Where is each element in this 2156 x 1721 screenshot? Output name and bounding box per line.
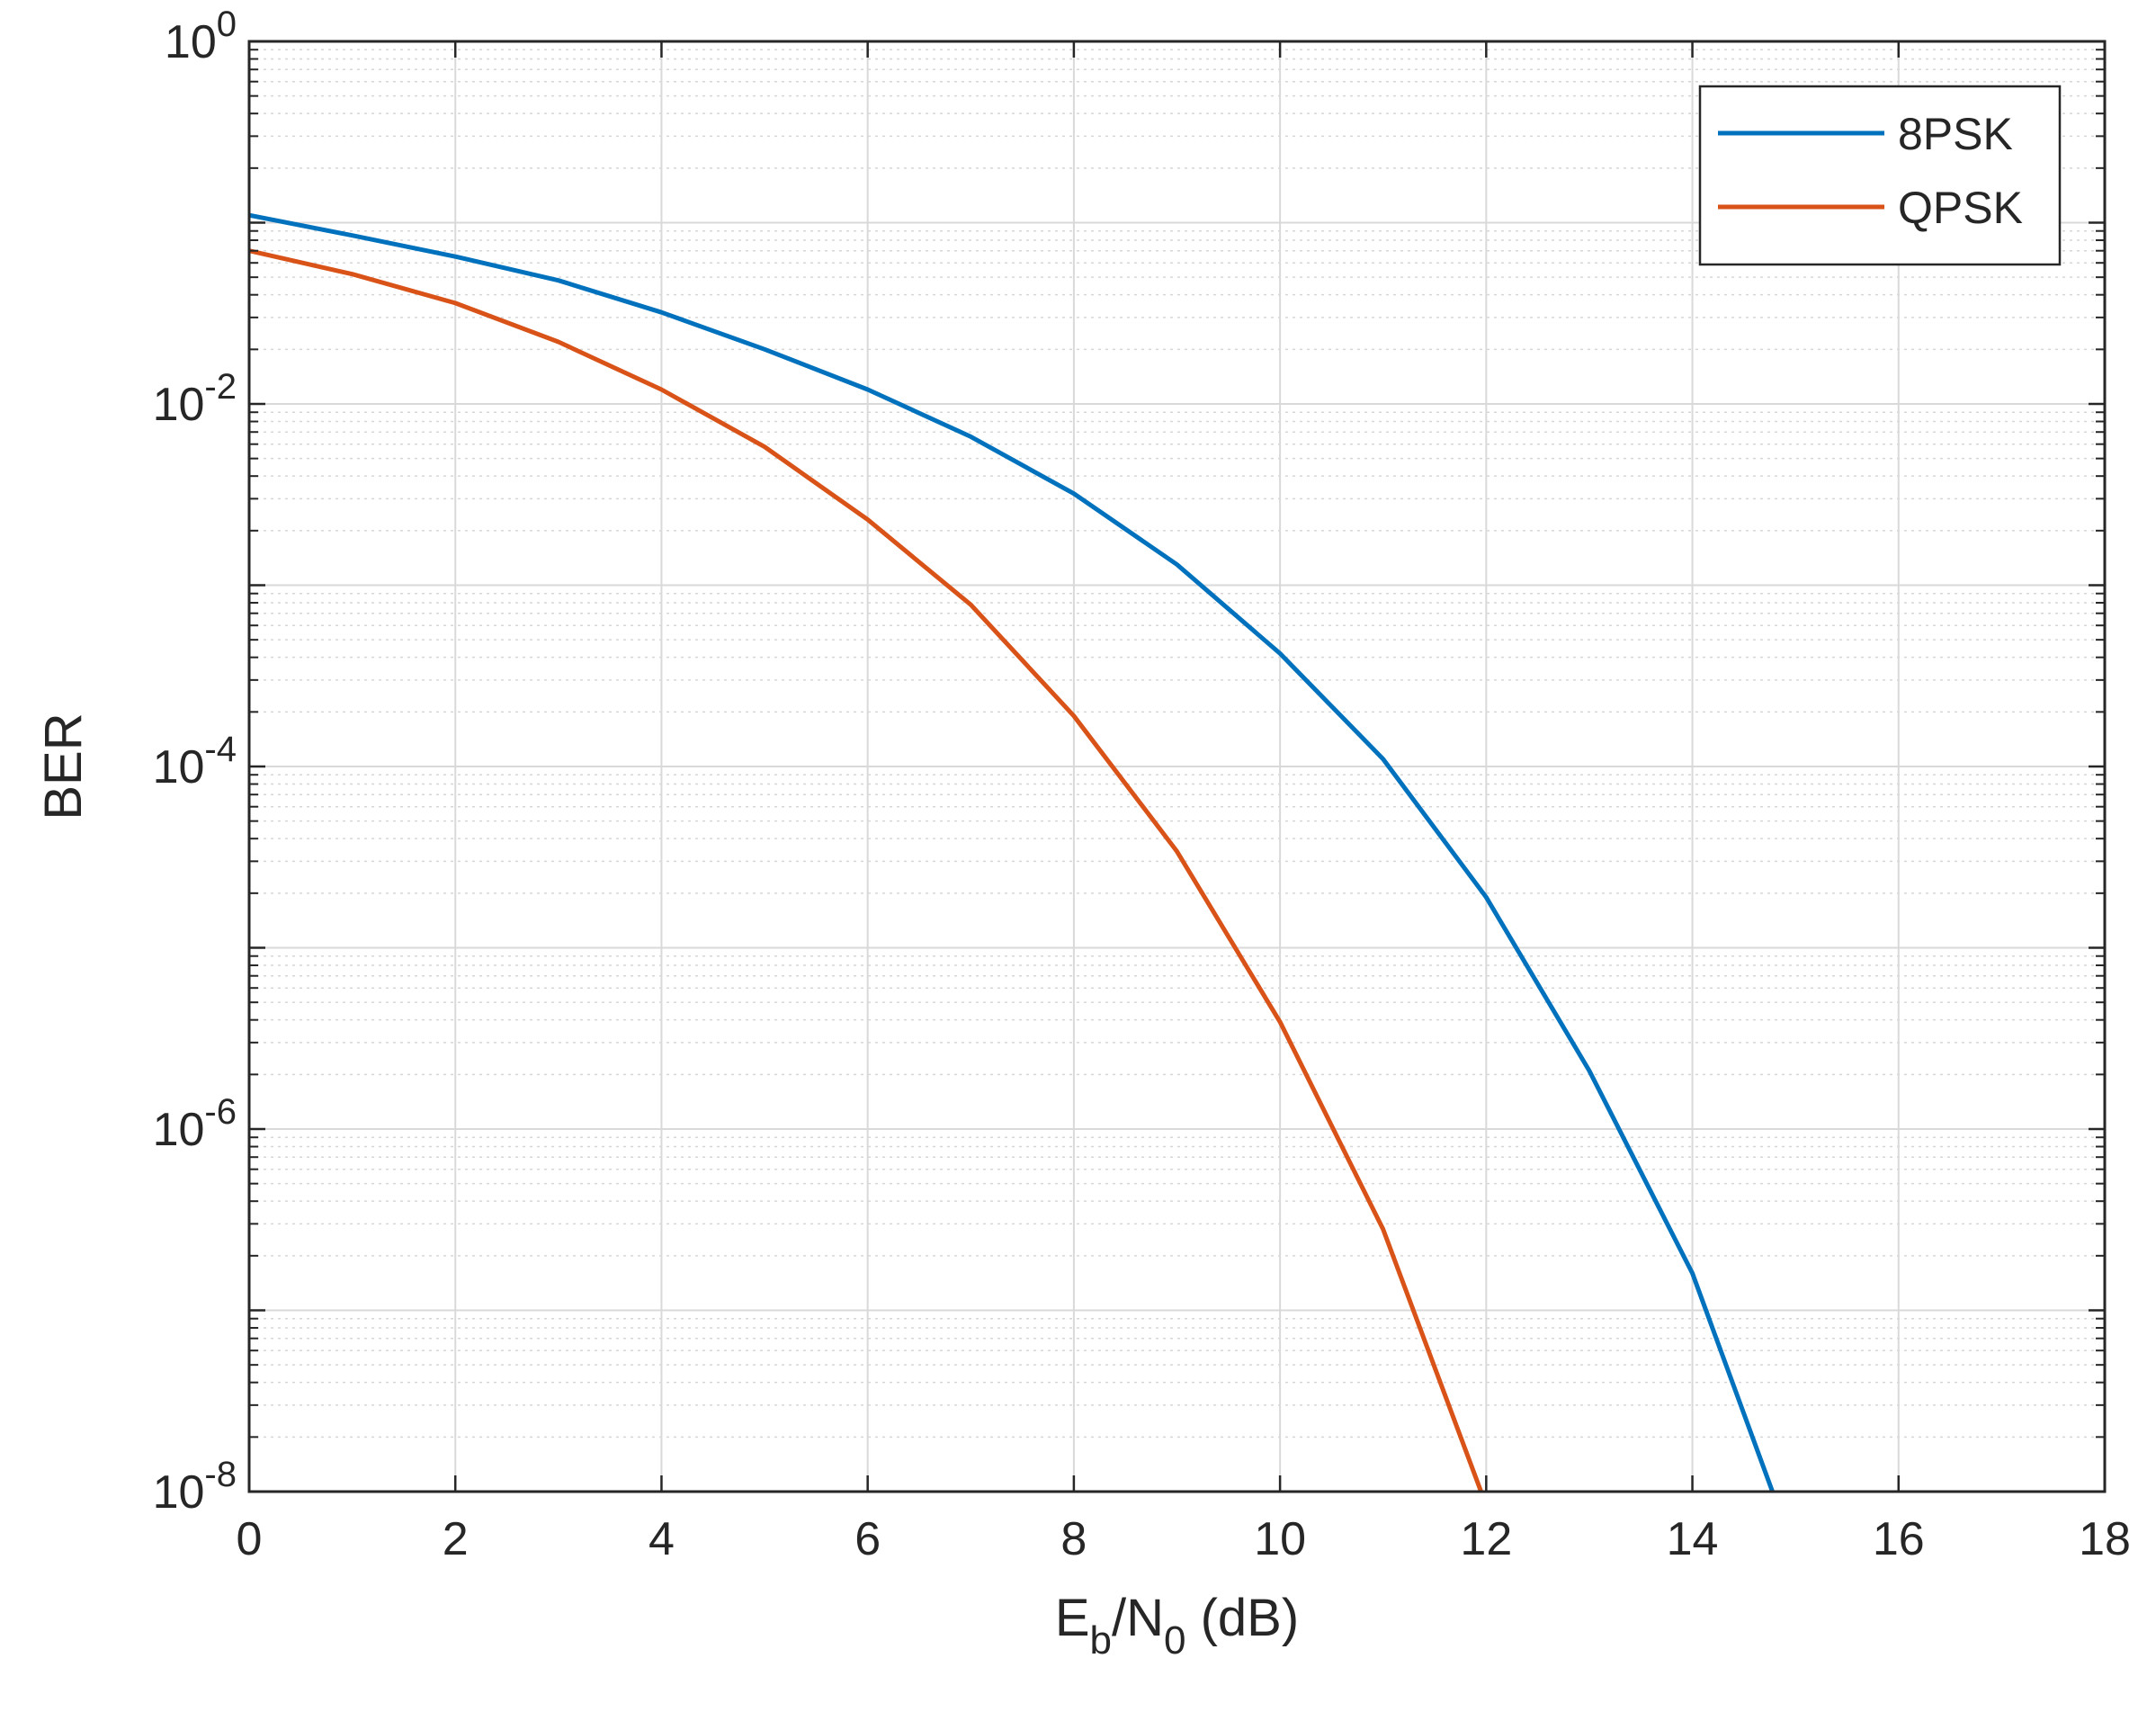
x-tick-label: 16 <box>1873 1513 1925 1565</box>
x-tick-label: 10 <box>1254 1513 1306 1565</box>
x-label-tail: (dB) <box>1185 1589 1299 1647</box>
x-tick-label: 6 <box>854 1513 881 1565</box>
x-tick-label: 18 <box>2079 1513 2131 1565</box>
y-tick-label: 10-8 <box>153 1455 237 1519</box>
x-label-base: E <box>1055 1589 1090 1647</box>
axis-ticks <box>247 40 2107 1493</box>
x-axis-label: Eb/N0 (dB) <box>1055 1589 1299 1663</box>
y-tick-label: 10-2 <box>153 367 237 431</box>
x-tick-label: 4 <box>649 1513 675 1565</box>
legend: 8PSK QPSK <box>1698 85 2062 266</box>
major-grid <box>249 41 2105 1492</box>
legend-box <box>1698 85 2062 266</box>
legend-label-8psk: 8PSK <box>1898 109 2013 159</box>
x-label-sub2: 0 <box>1164 1618 1185 1663</box>
x-tick-label: 0 <box>237 1513 263 1565</box>
x-tick-label: 14 <box>1667 1513 1719 1565</box>
y-tick-label: 10-6 <box>153 1092 237 1156</box>
x-tick-label: 12 <box>1460 1513 1512 1565</box>
legend-label-qpsk: QPSK <box>1898 183 2023 233</box>
x-tick-labels: 0 2 4 6 8 10 12 14 16 18 <box>237 1513 2131 1565</box>
x-tick-label: 8 <box>1060 1513 1087 1565</box>
x-label-sub1: b <box>1090 1618 1112 1663</box>
y-tick-label: 100 <box>165 4 237 68</box>
y-axis-label: BER <box>34 713 93 820</box>
y-tick-labels: 100 10-2 10-4 10-6 10-8 <box>153 4 237 1519</box>
y-tick-label: 10-4 <box>153 730 237 793</box>
x-tick-label: 2 <box>443 1513 469 1565</box>
series-layer <box>249 212 1837 1492</box>
series-line-qpsk <box>249 248 1483 1492</box>
series-line-8psk <box>249 212 1837 1492</box>
x-label-mid: /N <box>1112 1589 1164 1647</box>
